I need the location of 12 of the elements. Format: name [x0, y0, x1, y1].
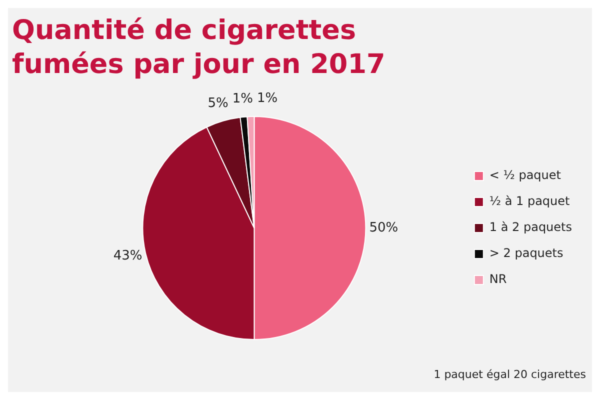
legend-label: > 2 paquets — [489, 246, 564, 260]
legend-label: < ½ paquet — [489, 168, 562, 182]
legend-label: NR — [489, 272, 507, 286]
chart-title: Quantité de cigarettes fumées par jour en 2017 — [11, 14, 386, 82]
data-label: 1% — [232, 91, 254, 106]
legend-label: ½ à 1 paquet — [489, 194, 570, 208]
data-label: 43% — [113, 248, 142, 264]
data-label: 1% — [257, 90, 278, 106]
data-label: 5% — [208, 96, 228, 112]
legend-label: 1 à 2 paquets — [489, 220, 572, 234]
data-label: 50% — [369, 220, 398, 236]
text: 1 paquet égal 20 cigarettes — [432, 368, 587, 381]
